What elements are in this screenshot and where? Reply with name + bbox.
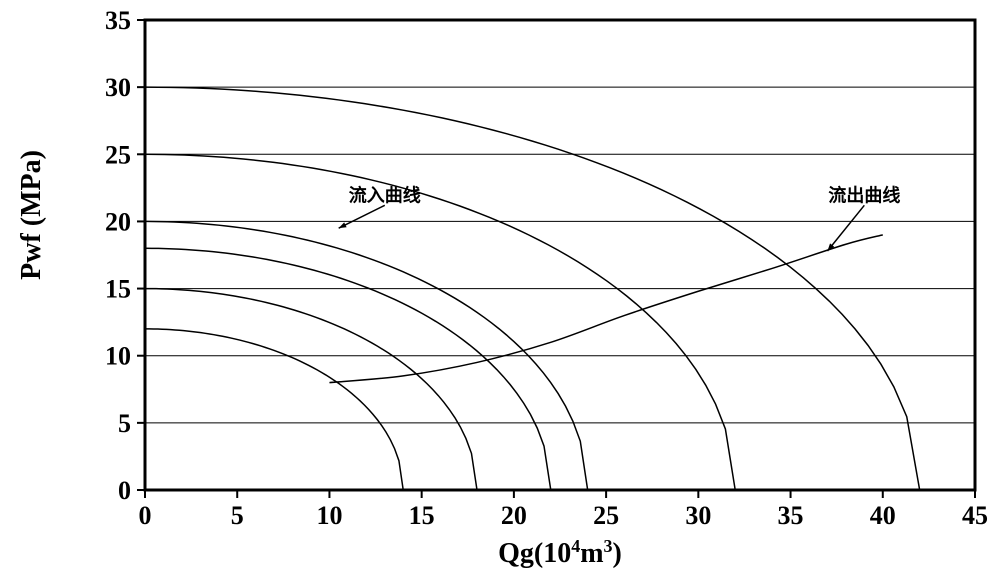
annotation-inflow-label: 流入曲线	[349, 184, 421, 205]
x-tick-label: 40	[870, 501, 896, 530]
x-tick-label: 45	[962, 501, 988, 530]
plot-background	[145, 20, 975, 490]
x-axis-label: Qg(104m3)	[498, 536, 622, 569]
x-tick-label: 0	[139, 501, 152, 530]
chart-container: 流入曲线 流出曲线 0 5 10 15 20 25 30 35 40 45 0 5 10 15 20 25 30 35…	[0, 0, 1000, 585]
y-tick-label: 20	[105, 207, 131, 236]
chart-svg: 流入曲线 流出曲线 0 5 10 15 20 25 30 35 40 45 0 5 10 15 20 25 30 35…	[0, 0, 1000, 585]
x-tick-label: 35	[778, 501, 804, 530]
x-tick-label: 15	[409, 501, 435, 530]
y-tick-label: 30	[105, 73, 131, 102]
y-tick-label: 35	[105, 6, 131, 35]
annotation-outflow-label: 流出曲线	[828, 184, 900, 205]
y-tick-label: 15	[105, 275, 131, 304]
x-tick-label: 30	[685, 501, 711, 530]
x-tick-label: 5	[231, 501, 244, 530]
x-tick-label: 10	[316, 501, 342, 530]
y-tick-label: 5	[118, 409, 131, 438]
y-axis-label: Pwf (MPa)	[16, 150, 47, 280]
y-tick-label: 0	[118, 476, 131, 505]
x-tick-label: 20	[501, 501, 527, 530]
y-tick-label: 10	[105, 342, 131, 371]
y-tick-label: 25	[105, 140, 131, 169]
x-tick-label: 25	[593, 501, 619, 530]
